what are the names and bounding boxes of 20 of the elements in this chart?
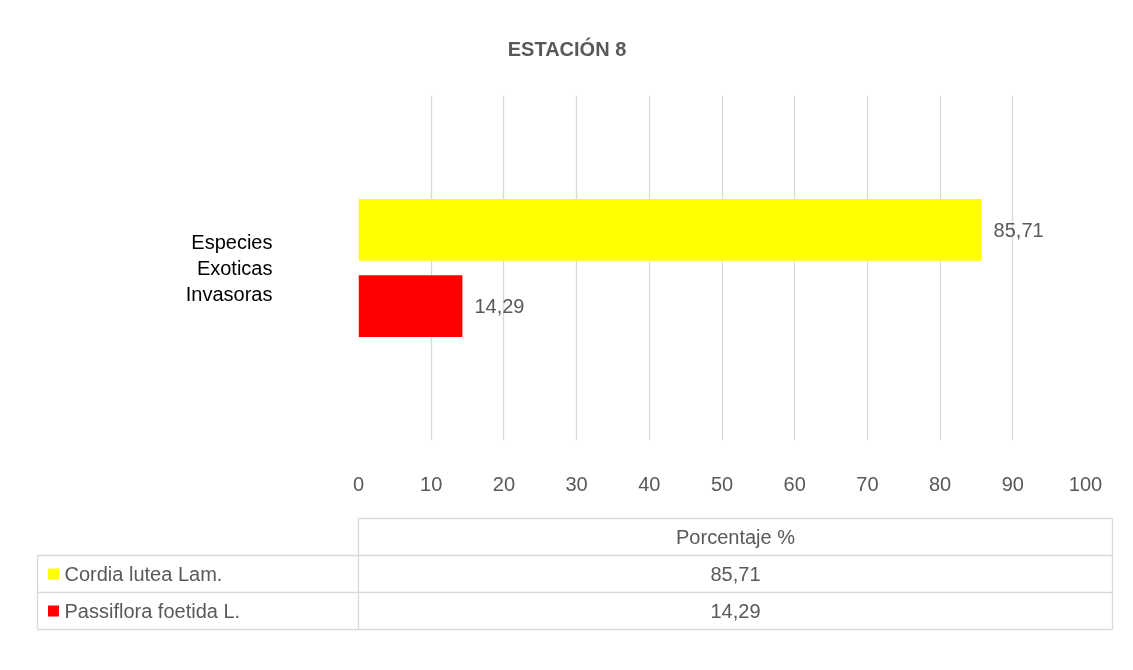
y-tick-label: Especies Exoticas Invasoras [185, 230, 273, 306]
x-tick-label: 80 [928, 472, 952, 495]
chart-title: ESTACIÓN 8 [507, 36, 627, 60]
data-label: 85,71 [993, 218, 1044, 241]
x-tick-label: 40 [638, 472, 661, 495]
text: 85,71 [710, 563, 761, 585]
text: 14,29 [710, 600, 761, 622]
legend-label: Passiflora foetida L. [64, 600, 241, 622]
data-label: 14,29 [474, 295, 525, 318]
x-tick-label: 20 [492, 472, 516, 495]
x-tick-label: 70 [856, 472, 879, 495]
x-axis-title: Porcentaje % [676, 526, 796, 548]
x-tick-label: 10 [420, 472, 443, 495]
x-tick-label: 0 [352, 472, 365, 495]
x-tick-label: 90 [1001, 472, 1024, 495]
x-tick-label: 60 [783, 472, 806, 495]
x-tick-label: 30 [565, 472, 588, 495]
x-tick-label: 100 [1068, 472, 1103, 495]
x-tick-label: 50 [710, 472, 734, 495]
legend-label: Cordia lutea Lam. [64, 563, 223, 585]
